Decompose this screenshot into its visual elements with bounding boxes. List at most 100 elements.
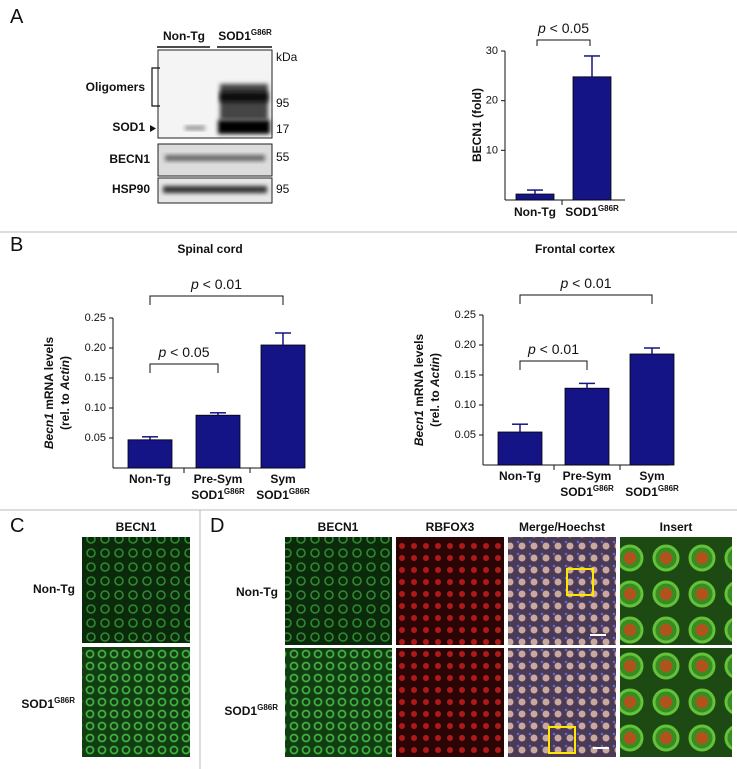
column-header: BECN1 [116, 520, 157, 534]
column-header: BECN1 [318, 520, 359, 534]
kda-marker: 95 [276, 96, 290, 110]
row-label: Non-Tg [33, 582, 75, 596]
y-tick-label: 10 [486, 144, 498, 156]
x-tick-label: Non-Tg [514, 205, 556, 219]
y-tick-label: 0.15 [85, 372, 106, 384]
column-header-part: Insert [660, 520, 693, 534]
y-tick-label: 0.05 [85, 432, 106, 444]
chart-title-part: Spinal cord [177, 242, 242, 256]
y-axis-label-part: Actin [428, 357, 442, 388]
error-bar [512, 423, 528, 432]
significance-label-part: < 0.01 [199, 276, 242, 292]
bar [127, 439, 173, 469]
panel-label: C [10, 515, 24, 537]
kda-marker: 95 [276, 182, 290, 196]
x-tick-label-part: SOD1 [191, 488, 224, 502]
panel-label: D [210, 515, 224, 537]
y-axis-label: (rel. to Actin) [428, 353, 442, 427]
panel-label-part: D [210, 515, 224, 537]
significance-bracket [519, 360, 588, 370]
y-axis-label: Becn1 mRNA levels [42, 337, 56, 450]
bar [260, 344, 306, 469]
x-tick-label-part-sup: G86R [289, 487, 310, 496]
y-tick-label-part: 0.05 [85, 432, 106, 444]
kda-marker: kDa [276, 50, 298, 64]
row-label-part-sup: G86R [257, 703, 278, 712]
blot-group-part: Non-Tg [163, 29, 205, 43]
y-tick-label: 0.20 [85, 342, 106, 354]
significance-bracket [149, 295, 284, 305]
western-blot [150, 46, 273, 204]
kda-marker: 55 [276, 150, 290, 164]
y-axis-label: Becn1 mRNA levels [412, 334, 426, 447]
panel-label-part: C [10, 515, 24, 537]
y-tick-label: 0.20 [455, 339, 476, 351]
column-header: RBFOX3 [426, 520, 475, 534]
y-axis-label-part: mRNA levels [412, 334, 426, 411]
column-header-part: BECN1 [318, 520, 359, 534]
x-tick-label-part-sup: G86R [593, 484, 614, 493]
y-tick-label: 0.25 [455, 309, 476, 321]
x-tick-label-part: Sym [639, 469, 664, 483]
x-tick-label-part: Non-Tg [499, 469, 541, 483]
significance-label: p < 0.01 [190, 276, 242, 292]
y-tick-label: 0.15 [455, 369, 476, 381]
bar [515, 193, 555, 201]
kda-marker-part: 55 [276, 150, 290, 164]
significance-label: p < 0.01 [527, 341, 579, 357]
significance-label-part: p [527, 341, 536, 357]
y-tick-label-part: 20 [486, 95, 498, 107]
y-tick-label-part: 0.10 [85, 402, 106, 414]
y-axis-label-part: Actin [58, 360, 72, 391]
bar [564, 387, 610, 466]
x-tick-label: Sym [270, 472, 295, 486]
y-axis-label-part: mRNA levels [42, 337, 56, 414]
y-tick-label-part: 0.15 [455, 369, 476, 381]
micrographs [82, 537, 732, 757]
y-axis-label: (rel. to Actin) [58, 356, 72, 430]
blot-row-label-part: BECN1 [109, 152, 150, 166]
x-tick-label-part: Non-Tg [514, 205, 556, 219]
significance-label-part: p [560, 275, 569, 291]
y-tick-label: 30 [486, 45, 498, 57]
blot-group: Non-Tg [163, 29, 205, 43]
y-tick-label-part: 0.20 [85, 342, 106, 354]
x-tick-label-part: Sym [270, 472, 295, 486]
blot-row-label-part: SOD1 [112, 120, 145, 134]
significance-label: p < 0.01 [560, 275, 612, 291]
x-tick-label-part: SOD1 [256, 488, 289, 502]
y-axis-label-part: ) [58, 356, 72, 360]
kda-marker-part: 95 [276, 182, 290, 196]
x-tick-label: Pre-Sym [563, 469, 612, 483]
kda-marker-part: 17 [276, 122, 290, 136]
panel-label-part: A [10, 6, 24, 28]
x-tick-label: SOD1G86R [191, 487, 245, 503]
significance-label-part: p [537, 20, 546, 36]
y-tick-label-part: 10 [486, 144, 498, 156]
x-tick-label: Non-Tg [499, 469, 541, 483]
significance-bracket [149, 363, 219, 373]
significance-label-part: p [158, 344, 167, 360]
x-tick-label: SOD1G86R [256, 487, 310, 503]
y-axis-label-part: BECN1 (fold) [470, 88, 484, 162]
y-tick-label: 0.10 [85, 402, 106, 414]
significance-bracket [519, 294, 653, 304]
x-tick-label-part: Non-Tg [129, 472, 171, 486]
chart-title-part: Frontal cortex [535, 242, 615, 256]
y-axis-label-part: Becn1 [412, 410, 426, 446]
y-axis-label-part: (rel. to [428, 387, 442, 427]
error-bar [275, 332, 291, 345]
x-tick-label: Non-Tg [129, 472, 171, 486]
significance-label: p < 0.05 [158, 344, 210, 360]
kda-marker-part: 95 [276, 96, 290, 110]
x-tick-label: Sym [639, 469, 664, 483]
bar [497, 431, 543, 466]
y-tick-label: 20 [486, 95, 498, 107]
row-label-part: Non-Tg [33, 582, 75, 596]
x-tick-label-part-sup: G86R [224, 487, 245, 496]
y-tick-label-part: 0.20 [455, 339, 476, 351]
x-tick-label: SOD1G86R [560, 484, 614, 500]
y-axis-label: BECN1 (fold) [470, 88, 484, 162]
row-label: SOD1G86R [224, 703, 278, 719]
